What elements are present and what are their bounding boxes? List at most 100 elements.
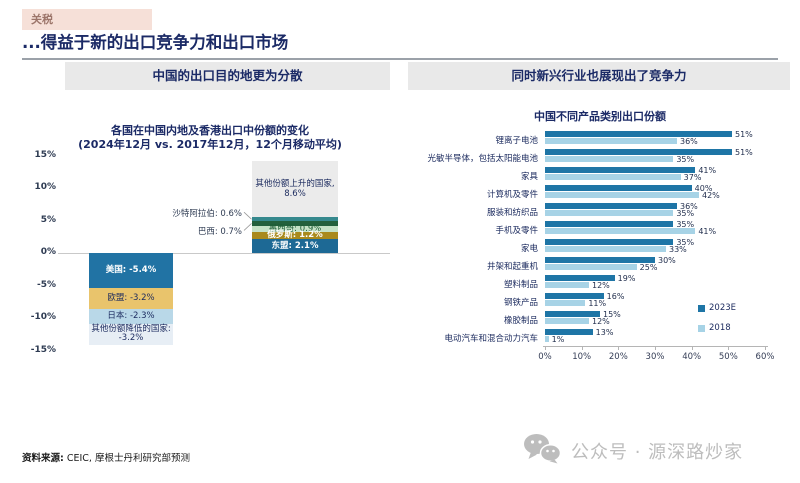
value-label: 16% xyxy=(606,291,625,301)
data-bar xyxy=(545,246,666,252)
data-bar xyxy=(545,300,586,306)
legend-entry: 2023E xyxy=(698,303,736,313)
source-label: 资料来源: xyxy=(22,453,64,464)
category-label: 计算机及零件 xyxy=(486,189,538,200)
legend-entry: 2018 xyxy=(698,323,731,333)
right-chart-title: 中国不同产品类别出口份额 xyxy=(534,110,666,123)
bar-segment: 俄罗斯: 1.2% xyxy=(252,231,338,240)
data-bar xyxy=(545,185,692,191)
data-bar xyxy=(545,282,589,288)
data-bar xyxy=(545,264,637,270)
bar-segment: 东盟: 2.1% xyxy=(252,239,338,253)
data-bar xyxy=(545,239,674,245)
header: ...得益于新的出口竞争力和出口市场 xyxy=(22,29,778,60)
legend-swatch xyxy=(698,324,705,332)
data-bar xyxy=(545,138,677,144)
data-bar xyxy=(545,336,549,342)
value-label: 41% xyxy=(698,165,717,175)
value-label: 11% xyxy=(588,298,607,308)
value-label: 30% xyxy=(658,255,676,265)
value-label: 42% xyxy=(702,190,720,200)
y-tick-label: 0% xyxy=(40,247,56,257)
y-tick-label: -15% xyxy=(30,344,56,355)
value-label: 19% xyxy=(617,273,636,283)
data-bar xyxy=(545,156,674,162)
y-tick-label: 15% xyxy=(34,149,56,160)
value-label: 13% xyxy=(595,327,614,337)
value-label: 37% xyxy=(683,172,702,182)
source-note: 资料来源: CEIC, 摩根士丹利研究部预测 xyxy=(22,450,190,464)
bar-segment: 美国: -5.4% xyxy=(89,253,173,289)
y-tick-label: 5% xyxy=(40,214,56,225)
right-panel-header: 同时新兴行业也展现出了竞争力 xyxy=(408,62,790,90)
page-title: ...得益于新的出口竞争力和出口市场 xyxy=(22,33,289,52)
category-label: 家具 xyxy=(520,171,538,182)
data-bar xyxy=(545,329,593,335)
x-tick-label: 60% xyxy=(755,352,775,362)
left-chart-title: 各国在中国内地及香港出口中份额的变化 xyxy=(111,124,309,137)
category-label: 橡胶制品 xyxy=(503,315,538,326)
value-label: 51% xyxy=(735,129,753,139)
data-bar xyxy=(545,293,604,299)
tariff-tag: 关税 xyxy=(22,9,152,30)
bar-segment: 日本: -2.3% xyxy=(89,308,173,324)
x-tick-label: 30% xyxy=(645,352,665,362)
value-label: 15% xyxy=(603,309,621,319)
category-label: 手机及零件 xyxy=(495,225,538,236)
category-label: 电动汽车和混合动力汽车 xyxy=(444,333,538,344)
bar-segment xyxy=(252,217,338,222)
value-label: 35% xyxy=(676,237,695,247)
value-label: 41% xyxy=(698,226,717,236)
watermark-text: 公众号 · 源深路炒家 xyxy=(571,441,744,463)
y-tick-label: -5% xyxy=(36,279,56,290)
x-tick-mark xyxy=(581,347,583,350)
category-label: 锂离子电池 xyxy=(495,135,538,146)
data-bar xyxy=(545,318,589,324)
zero-gridline xyxy=(58,253,390,254)
value-label: 40% xyxy=(694,183,713,193)
x-tick-mark xyxy=(765,347,766,350)
legend-swatch xyxy=(698,304,705,312)
bar-segment: 其他份额降低的国家: -3.2% xyxy=(89,323,173,345)
bar-segment: 欧盟: -3.2% xyxy=(89,288,173,309)
data-bar xyxy=(545,275,615,281)
product-export-share-chart: 锂离子电池 51% 36% 光敏半导体，包括太阳能电池 51% 35% 家具 41% 37% 计算… xyxy=(410,125,790,370)
export-destination-change-chart: 15% 10% 5% 0% -5% -10% -15% 美国: -5.4% 欧盟: -3.2% 日… xyxy=(30,148,390,363)
x-tick-mark xyxy=(728,347,730,350)
data-bar xyxy=(545,174,681,180)
wechat-icon xyxy=(523,433,562,468)
data-bar xyxy=(545,167,696,173)
x-tick-mark xyxy=(545,347,546,350)
value-label: 36% xyxy=(680,136,698,146)
x-tick-label: 20% xyxy=(608,352,628,362)
bar-segment: 其他份额上升的国家, 8.6% xyxy=(252,161,338,218)
left-chart-subtitle: (2024年12月 vs. 2017年12月，12个月移动平均) xyxy=(78,138,342,151)
source-text: CEIC, 摩根士丹利研究部预测 xyxy=(63,453,190,464)
y-tick-label: -10% xyxy=(30,312,56,322)
value-label: 1% xyxy=(551,334,565,344)
x-tick-label: 0% xyxy=(538,352,552,362)
x-tick-mark xyxy=(691,347,693,350)
value-label: 51% xyxy=(735,147,753,157)
data-bar xyxy=(545,131,732,137)
data-bar xyxy=(545,210,674,216)
category-label: 光敏半导体，包括太阳能电池 xyxy=(427,153,538,164)
y-tick-label: 10% xyxy=(34,182,56,192)
data-bar xyxy=(545,228,696,234)
value-label: 35% xyxy=(676,219,695,229)
x-axis-line xyxy=(543,346,768,347)
data-bar xyxy=(545,149,732,155)
category-label: 家电 xyxy=(520,243,538,254)
callout-label: 沙特阿拉伯: 0.6% xyxy=(172,208,242,219)
data-bar xyxy=(545,203,677,209)
value-label: 35% xyxy=(676,208,695,218)
legend-label: 2018 xyxy=(709,323,731,333)
legend-label: 2023E xyxy=(709,303,737,313)
category-label: 钢铁产品 xyxy=(503,297,538,308)
data-bar xyxy=(545,192,699,198)
data-bar xyxy=(545,311,600,317)
data-bar xyxy=(545,221,674,227)
value-label: 25% xyxy=(639,262,658,272)
x-tick-mark xyxy=(618,347,620,350)
bar-segment: 墨西哥: 0.9% xyxy=(252,224,338,233)
